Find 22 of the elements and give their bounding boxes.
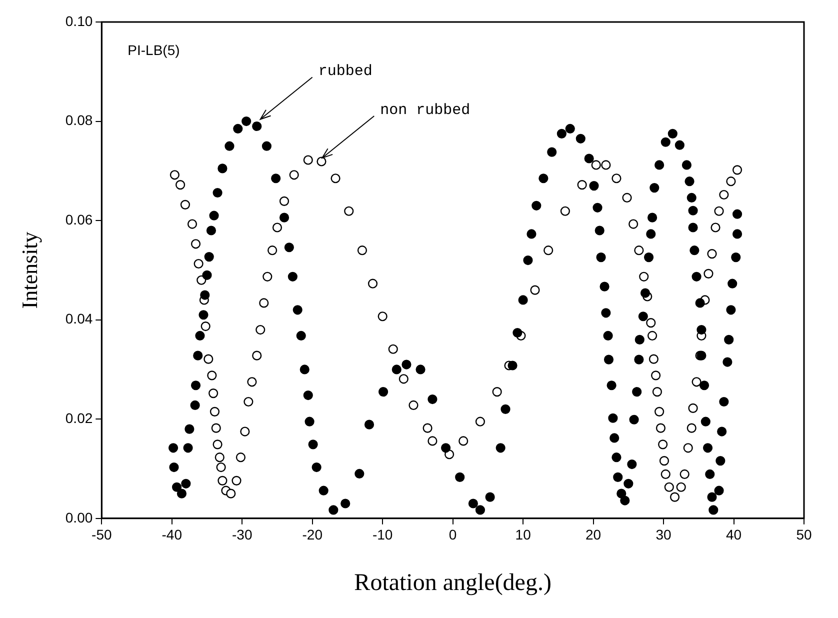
text: non rubbed: [380, 102, 470, 119]
y-tick-label: 0.02: [65, 410, 93, 426]
y-tick-label: 0.06: [65, 211, 93, 228]
x-tick-label: -20: [302, 526, 323, 543]
x-tick-label: -30: [232, 526, 252, 543]
x-tick-label: -10: [372, 526, 393, 543]
x-tick-label: 30: [656, 526, 672, 543]
annotation: PI-LB(5): [128, 42, 180, 58]
x-tick-label: -40: [162, 526, 182, 543]
y-axis-title: Intensity: [16, 232, 42, 309]
x-tick-label: 0: [448, 526, 457, 543]
y-tick-label: 0.08: [65, 112, 93, 128]
x-tick-label: -50: [92, 526, 112, 543]
x-tick-label: 20: [586, 526, 602, 543]
y-tick-label: 0.00: [65, 509, 93, 526]
text: rubbed: [318, 63, 372, 80]
x-tick-label: 40: [726, 526, 742, 543]
x-tick-label: 50: [796, 526, 812, 543]
x-tick-label: 10: [515, 526, 532, 543]
x-axis-title: Rotation angle(deg.): [354, 570, 552, 596]
y-tick-label: 0.10: [65, 12, 93, 29]
y-tick-label: 0.04: [65, 310, 93, 327]
